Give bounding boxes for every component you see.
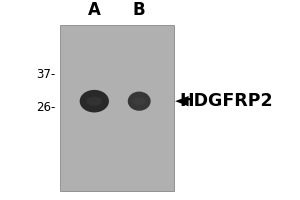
Text: 37-: 37- — [36, 68, 56, 81]
Bar — [60, 25, 174, 191]
Text: A: A — [88, 1, 101, 19]
Ellipse shape — [86, 97, 102, 106]
Polygon shape — [175, 96, 189, 106]
Ellipse shape — [128, 92, 151, 111]
Ellipse shape — [80, 90, 109, 112]
Text: 26-: 26- — [36, 101, 56, 114]
Ellipse shape — [133, 97, 146, 105]
Text: B: B — [133, 1, 146, 19]
Text: HDGFRP2: HDGFRP2 — [180, 92, 273, 110]
